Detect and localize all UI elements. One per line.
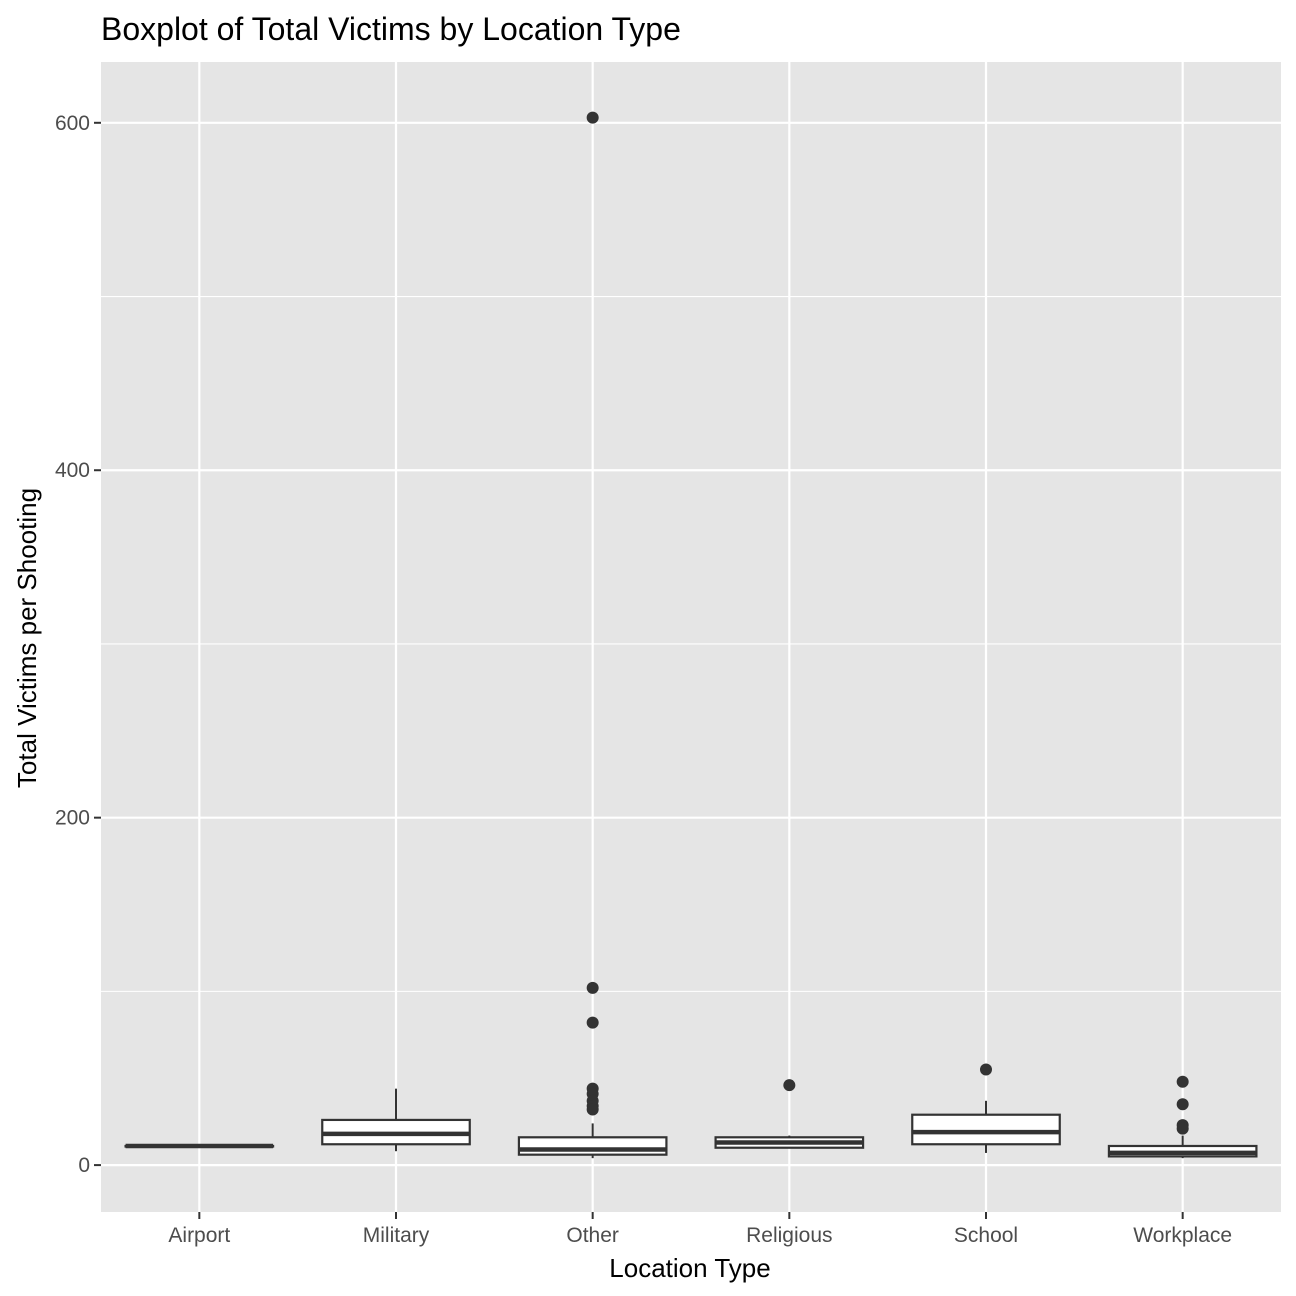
box-group-military — [321, 1088, 471, 1152]
x-axis: Airport Military Other Religious School Workp… — [168, 1212, 1232, 1247]
minor-gridlines — [101, 295, 1281, 992]
outlier-point — [1176, 1075, 1189, 1088]
y-axis-title: Total Victims per Shooting — [12, 488, 42, 788]
outlier-point — [1176, 1098, 1189, 1111]
x-tick-label: School — [954, 1224, 1018, 1247]
box — [517, 1136, 668, 1156]
y-tick-label: 400 — [55, 459, 90, 482]
x-tick-label: Military — [363, 1224, 430, 1247]
box-layer — [124, 111, 1258, 1159]
plot-panel — [101, 62, 1281, 1212]
outlier-point — [586, 111, 599, 124]
box-group-workplace — [1107, 1075, 1258, 1159]
outlier-point — [586, 981, 599, 994]
outlier-point — [586, 1103, 599, 1116]
box-group-school — [911, 1063, 1061, 1153]
box — [911, 1113, 1061, 1146]
x-tick-label: Other — [566, 1224, 619, 1247]
x-tick-label: Religious — [746, 1224, 832, 1247]
chart-title: Boxplot of Total Victims by Location Typ… — [101, 11, 681, 47]
y-axis: 0 200 400 600 — [55, 112, 101, 1177]
y-tick-label: 600 — [55, 112, 90, 135]
y-tick-label: 0 — [78, 1154, 90, 1177]
outlier-point — [980, 1063, 992, 1076]
y-tick-label: 200 — [55, 807, 90, 830]
outlier-point — [1176, 1122, 1189, 1135]
outlier-point — [586, 1016, 599, 1029]
box-group-religious — [714, 1079, 865, 1149]
x-tick-label: Workplace — [1133, 1224, 1232, 1247]
x-axis-title: Location Type — [609, 1253, 770, 1283]
box-group-airport — [124, 1143, 275, 1149]
outlier-point — [783, 1079, 796, 1092]
x-tick-label: Airport — [168, 1224, 230, 1247]
box-group-other — [517, 111, 668, 1159]
